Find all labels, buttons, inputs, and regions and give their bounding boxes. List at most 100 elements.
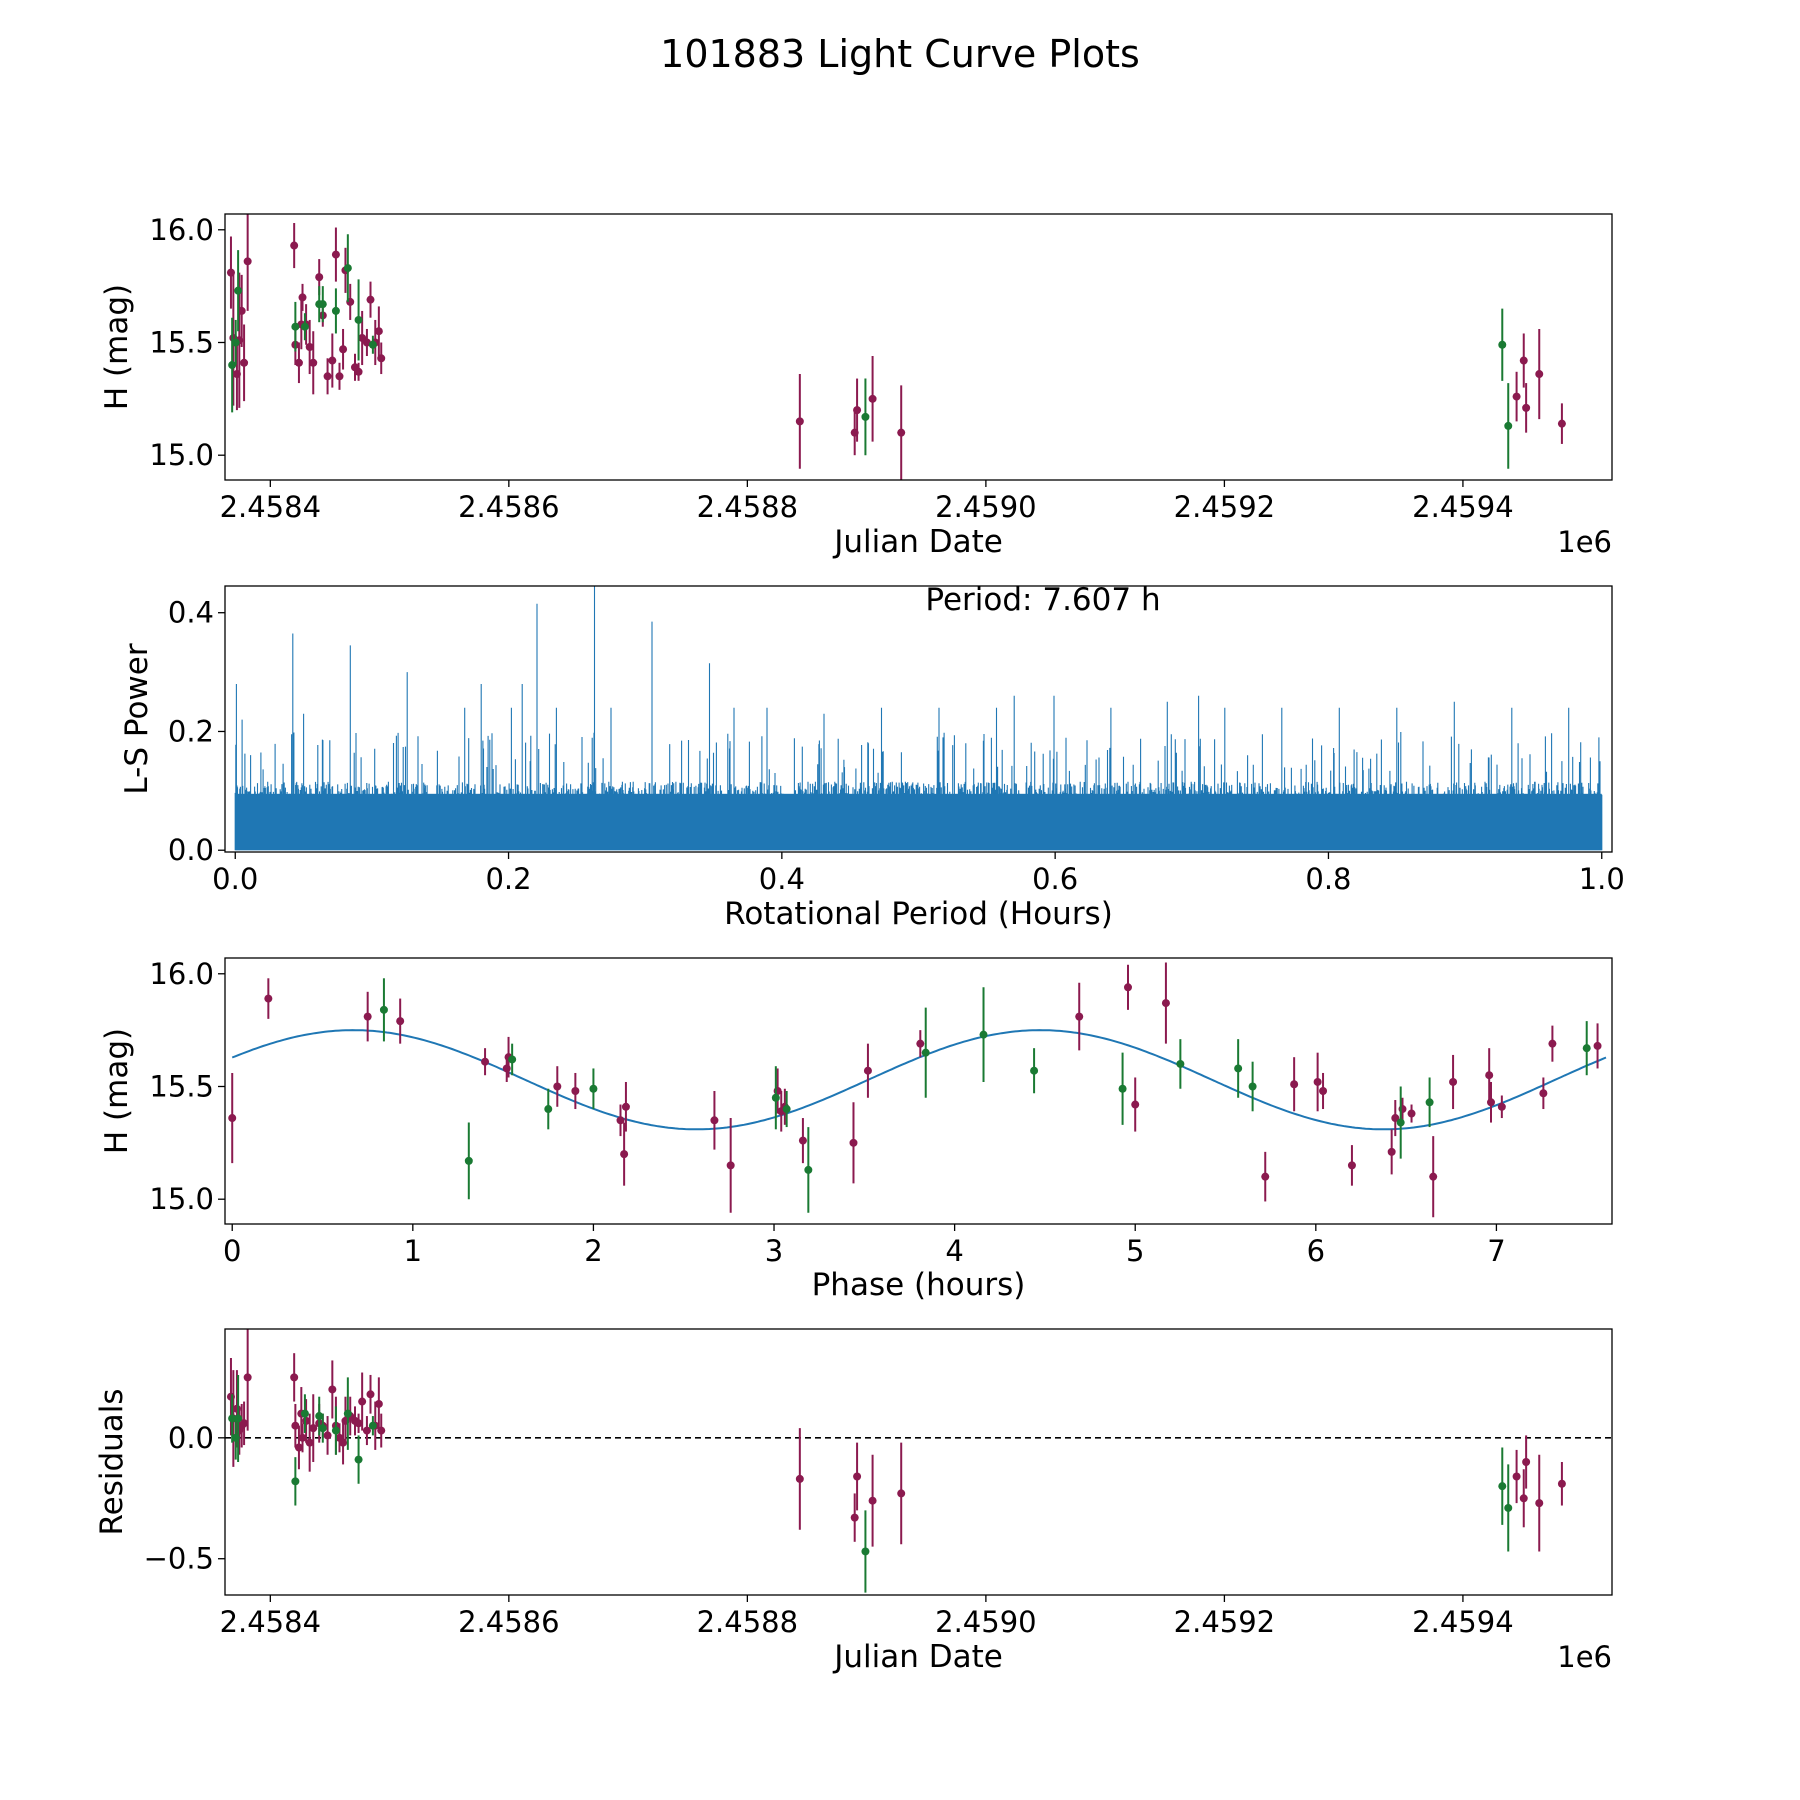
phased-red-band-point (1449, 1077, 1458, 1086)
phased-green-band-point (464, 1156, 473, 1165)
phased-red-band-point (228, 1114, 237, 1123)
periodogram-xlabel: Rotational Period (Hours) (724, 896, 1113, 932)
residuals-red-band-point (294, 1443, 303, 1452)
lightcurve-red-band-point (339, 345, 348, 354)
phased-red-band-point (1131, 1100, 1140, 1109)
phased-xtick-label: 2 (584, 1234, 602, 1268)
phased-green-band-point (1118, 1084, 1127, 1093)
residuals-red-band-point (374, 1399, 383, 1408)
residuals-red-band-point (305, 1438, 314, 1447)
residuals-red-band-point (1522, 1458, 1531, 1466)
phased-green-band-point (508, 1055, 517, 1064)
phased-green-band-point (379, 1005, 388, 1014)
phased-green-band-point (979, 1030, 988, 1039)
phased-ylabel: H (mag) (99, 1028, 135, 1154)
lightcurve-red-band-point (298, 293, 307, 302)
residuals-axes: 2.4584 2.4586 2.4588 2.4590 2.4592 2.4594 −0.5… (144, 1421, 1514, 1639)
phased-green-band-point (782, 1105, 791, 1114)
residuals-red-band-point (1557, 1479, 1566, 1488)
lightcurve-green-band-point (300, 322, 309, 331)
phased-xtick-label: 6 (1307, 1234, 1325, 1268)
period-annotation: Period: 7.607 h (925, 582, 1160, 618)
phased-red-band-point (726, 1161, 735, 1170)
residuals-red-band-point (354, 1419, 363, 1428)
lightcurve-green-band-point (234, 286, 243, 295)
lightcurve-green-band-point (861, 412, 870, 421)
periodogram-axes: 0.0 0.2 0.4 0.6 0.8 1.0 0.0 0.2 0.4 (168, 596, 1625, 896)
residuals-red-band-point (323, 1431, 332, 1440)
phased-green-band-point (1176, 1059, 1185, 1068)
phased-red-band-point (1485, 1071, 1494, 1080)
lightcurve-red-band-point (290, 241, 299, 250)
phased-xtick-label: 5 (1126, 1234, 1144, 1268)
phased-ytick-label: 15.5 (149, 1069, 214, 1103)
phased-green-band-point (1248, 1082, 1257, 1091)
residuals-red-band-point (243, 1373, 252, 1382)
lightcurve-red-band-point (897, 428, 906, 437)
residuals-green-band-point (343, 1409, 352, 1418)
periodogram-power-fill (235, 793, 1602, 851)
phased-red-band-point (1497, 1102, 1506, 1111)
periodogram-marks (234, 586, 1603, 851)
phased-red-band-point (363, 1012, 372, 1021)
lightcurve-red-band-point (1522, 403, 1531, 412)
periodogram-ytick-label: 0.2 (168, 714, 214, 748)
lightcurve-xtick-label: 2.4584 (220, 490, 321, 524)
phased-red-band-point (1387, 1147, 1396, 1156)
phased-red-band-point (1429, 1172, 1438, 1181)
residuals-green-band-point (228, 1414, 237, 1423)
lightcurve-axes: 2.4584 2.4586 2.4588 2.4590 2.4592 2.4594 15.0… (149, 213, 1513, 524)
residuals-green-band-point (368, 1421, 377, 1430)
lightcurve-xtick-label: 2.4586 (458, 490, 559, 524)
phased-green-band-point (544, 1105, 553, 1114)
phased-red-band-point (396, 1017, 405, 1026)
lightcurve-red-band-point (868, 394, 877, 403)
residuals-xtick-label: 2.4590 (935, 1605, 1036, 1639)
lightcurve-ylabel: H (mag) (99, 284, 135, 410)
residuals-panel: 2.4584 2.4586 2.4588 2.4590 2.4592 2.4594 −0.5… (94, 1328, 1613, 1675)
phased-green-band-point (921, 1048, 930, 1057)
lightcurve-red-band-point (305, 343, 314, 351)
phased-red-band-point (620, 1150, 629, 1159)
phased-green-band-point (1396, 1118, 1405, 1127)
lightcurve-offset-label: 1e6 (1557, 525, 1612, 559)
figure-title: 101883 Light Curve Plots (660, 32, 1140, 76)
lightcurve-xtick-label: 2.4594 (1412, 490, 1513, 524)
lightcurve-red-band-point (1557, 419, 1566, 428)
residuals-green-band-point (1504, 1503, 1513, 1512)
lightcurve-red-band-point (853, 406, 862, 415)
lightcurve-red-band-point (795, 417, 804, 426)
lightcurve-red-band-point (323, 372, 332, 381)
periodogram-xtick-label: 0.4 (759, 862, 805, 896)
phased-green-band-point (804, 1165, 813, 1174)
residuals-marks (225, 1329, 1612, 1593)
lightcurve-green-band-point (231, 338, 240, 347)
phased-red-band-point (1548, 1039, 1557, 1048)
periodogram-ytick-label: 0.4 (168, 596, 214, 630)
lightcurve-ytick-label: 16.0 (149, 213, 214, 247)
residuals-red-band-point (850, 1513, 859, 1522)
residuals-red-band-point (290, 1373, 299, 1382)
lightcurve-green-band-point (1504, 421, 1513, 430)
lightcurve-green-band-point (318, 300, 327, 309)
residuals-xtick-label: 2.4586 (458, 1605, 559, 1639)
periodogram-xtick-label: 0.6 (1032, 862, 1078, 896)
phased-marks (228, 962, 1607, 1218)
residuals-red-band-point (328, 1385, 337, 1394)
phased-red-band-point (616, 1116, 625, 1125)
residuals-green-band-point (291, 1477, 300, 1486)
phased-xlabel: Phase (hours) (812, 1267, 1026, 1303)
periodogram-xtick-label: 0.8 (1305, 862, 1351, 896)
phased-red-band-point (1593, 1041, 1602, 1050)
lightcurve-xlabel: Julian Date (832, 524, 1003, 560)
phased-xtick-label: 7 (1487, 1234, 1505, 1268)
residuals-red-band-point (362, 1426, 371, 1435)
phased-red-band-point (621, 1102, 630, 1111)
lightcurve-green-band-point (368, 340, 377, 349)
lightcurve-red-band-point (237, 306, 246, 315)
periodogram-ytick-label: 0.0 (168, 833, 214, 867)
phased-red-band-point (1290, 1080, 1299, 1089)
phased-ytick-label: 15.0 (149, 1182, 214, 1216)
phased-red-band-point (1075, 1012, 1084, 1021)
